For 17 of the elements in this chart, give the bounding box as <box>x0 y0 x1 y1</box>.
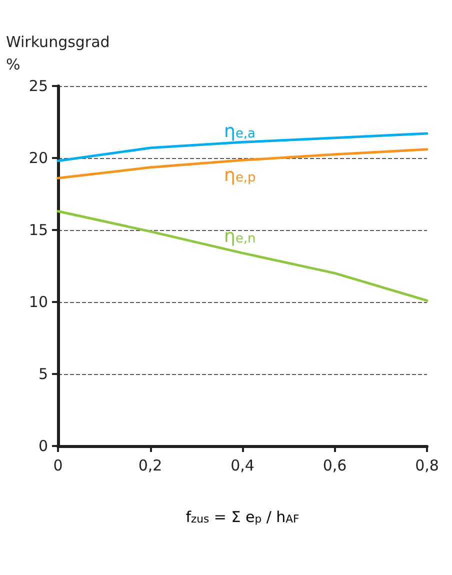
series-label: ηe,p <box>224 165 256 186</box>
y-tick-label: 0 <box>38 437 48 455</box>
x-tick-label: 0,2 <box>138 456 162 474</box>
x-tick-label: 0,4 <box>230 456 254 474</box>
line-series <box>56 210 428 302</box>
series-label: ηe,a <box>224 120 256 142</box>
series-label: ηe,n <box>224 226 256 248</box>
x-tick-label: 0 <box>53 456 63 474</box>
y-tick-label: 5 <box>38 365 48 383</box>
x-tick-label: 0,6 <box>322 456 347 474</box>
x-axis-title: fzus = Σ ep / hAF <box>186 508 300 526</box>
y-tick-label: 10 <box>28 293 48 311</box>
x-tick-label: 0,8 <box>415 456 439 474</box>
y-tick-label: 20 <box>28 149 48 167</box>
y-axis-title: Wirkungsgrad % <box>6 33 110 74</box>
y-tick-label: 15 <box>28 221 48 239</box>
y-tick-label: 25 <box>28 77 48 95</box>
